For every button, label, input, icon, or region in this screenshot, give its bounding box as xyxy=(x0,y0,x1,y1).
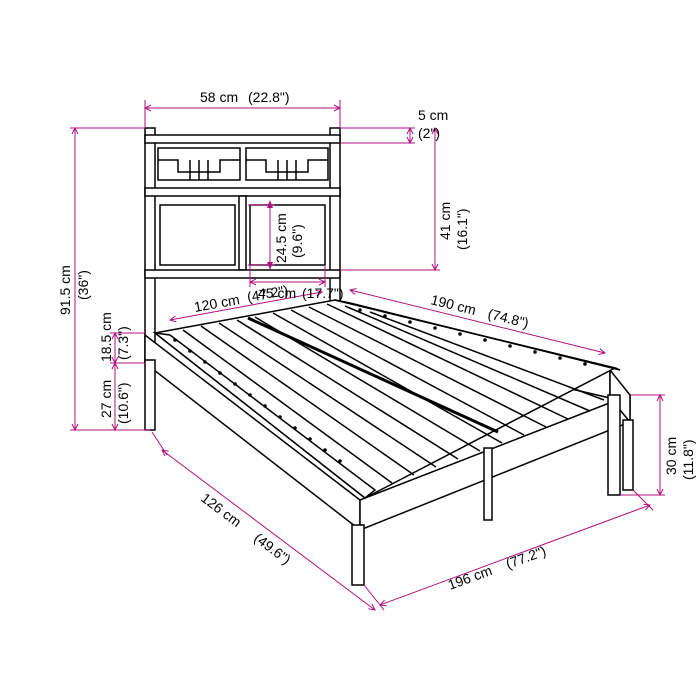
dim-clearance: 27 cm xyxy=(98,380,114,418)
dim-mattress-width-in: (47.2") xyxy=(246,282,290,305)
dim-mattress-length-in: (74.8") xyxy=(486,305,530,331)
dim-clearance-in: (10.6") xyxy=(115,382,131,424)
dim-upper-height-in: (16.1") xyxy=(454,208,470,250)
dim-rail-height: 18.5 cm xyxy=(98,312,114,362)
dim-lower-height: 24.5 cm xyxy=(273,213,289,263)
bed-frame-technical-drawing: 58 cm (22.8") 5 cm (2") 41 cm (16.1") 24… xyxy=(0,0,700,700)
dim-mattress-length: 190 cm xyxy=(429,291,477,318)
dim-total-length: 196 cm xyxy=(446,562,495,593)
dim-top-gap: 5 cm xyxy=(418,107,448,123)
dim-total-height-in: (36") xyxy=(75,270,91,300)
dim-headboard-panel-width: 58 cm xyxy=(200,89,238,105)
dim-total-height: 91.5 cm xyxy=(57,265,73,315)
dim-foot-height-in: (11.8") xyxy=(680,439,696,480)
dim-inner-width-in: (17.7") xyxy=(302,285,344,301)
dim-rail-height-in: (7.3") xyxy=(115,326,131,360)
dim-upper-height: 41 cm xyxy=(437,202,453,240)
dim-foot-height: 30 cm xyxy=(663,437,679,475)
dim-total-length-in: (77.2") xyxy=(504,543,549,572)
dim-total-width: 126 cm xyxy=(198,490,244,530)
dim-total-width-in: (49.6") xyxy=(251,530,294,568)
dim-lower-height-in: (9.6") xyxy=(289,224,305,258)
dim-top-gap-in: (2") xyxy=(418,125,440,141)
dim-headboard-panel-width-in: (22.8") xyxy=(248,89,290,105)
